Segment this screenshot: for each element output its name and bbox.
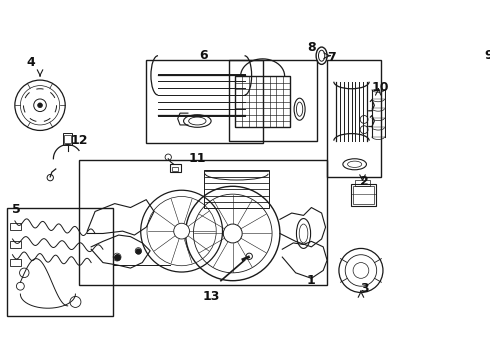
Text: 2: 2 — [360, 175, 368, 188]
Circle shape — [34, 99, 47, 112]
Bar — [10, 241, 21, 248]
Text: 5: 5 — [12, 203, 21, 216]
Bar — [63, 133, 72, 145]
Bar — [327, 60, 381, 177]
Text: 6: 6 — [199, 49, 208, 62]
Bar — [64, 135, 71, 143]
Bar — [355, 180, 370, 186]
Text: 11: 11 — [189, 152, 206, 165]
Circle shape — [174, 223, 190, 239]
Bar — [235, 76, 290, 127]
Bar — [353, 186, 373, 204]
Bar — [79, 160, 327, 285]
Circle shape — [38, 103, 42, 108]
Bar — [7, 207, 113, 316]
Text: 4: 4 — [26, 55, 35, 68]
Text: 13: 13 — [203, 290, 220, 303]
Bar — [172, 167, 178, 171]
Text: 3: 3 — [360, 282, 368, 295]
Bar — [170, 164, 181, 172]
Circle shape — [223, 224, 242, 243]
Bar — [10, 258, 21, 266]
Text: 1: 1 — [307, 274, 316, 287]
Text: 7: 7 — [327, 51, 336, 64]
Bar — [351, 184, 376, 206]
Bar — [229, 60, 317, 141]
Text: 10: 10 — [372, 81, 390, 94]
Text: 9: 9 — [484, 49, 490, 62]
Text: 12: 12 — [71, 134, 88, 147]
Bar — [146, 60, 263, 143]
Text: 8: 8 — [307, 41, 316, 54]
Bar — [204, 170, 269, 207]
Bar — [10, 223, 21, 230]
